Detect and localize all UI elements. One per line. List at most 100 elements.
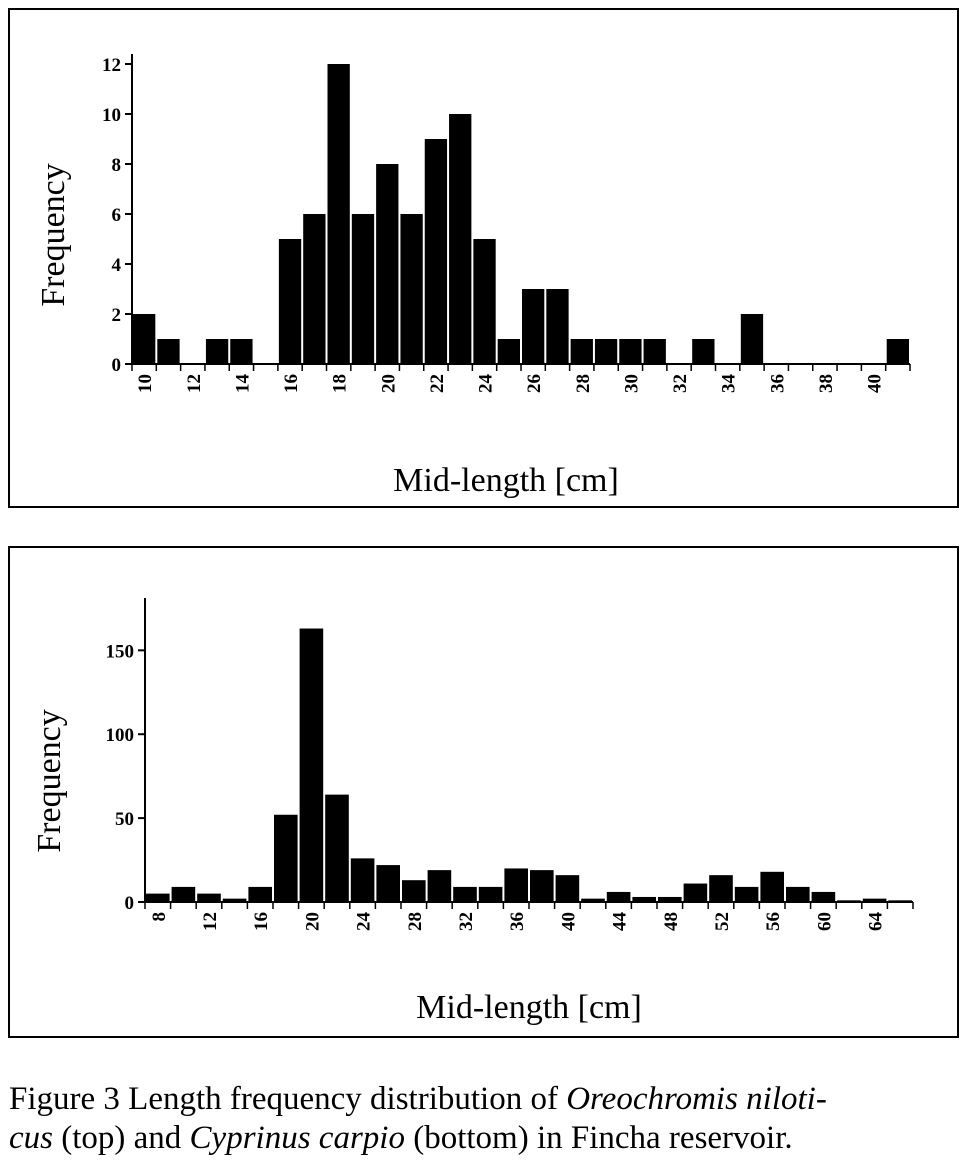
- x-tick-label: 8: [149, 912, 170, 922]
- bar-14: [222, 898, 247, 902]
- bar-32: [453, 886, 477, 902]
- bar-18: [327, 64, 350, 364]
- bar-16: [278, 239, 302, 364]
- bar-29: [594, 339, 618, 364]
- y-tick-label: 0: [112, 355, 122, 376]
- y-tick-label: 50: [115, 809, 134, 830]
- bar-20: [376, 164, 399, 364]
- x-tick-label: 18: [330, 374, 351, 393]
- x-tick-label: 40: [865, 374, 886, 393]
- y-tick-label: 6: [112, 205, 122, 226]
- bar-60: [811, 891, 836, 902]
- caption-species-1-tail: cus: [9, 1120, 53, 1156]
- x-tick-label: 38: [816, 374, 837, 393]
- bar-17: [303, 214, 326, 364]
- bar-52: [709, 875, 733, 902]
- bar-20: [299, 628, 324, 902]
- figure-caption: Figure 3 Length frequency distribution o…: [9, 1080, 959, 1158]
- bar-31: [643, 339, 666, 364]
- x-tick-label: 28: [573, 374, 594, 393]
- bar-26: [522, 289, 545, 364]
- y-tick-label: 2: [112, 305, 122, 326]
- bottom-x-axis-label: Mid-length [cm]: [416, 989, 642, 1026]
- bar-36: [504, 868, 528, 902]
- bar-22: [424, 139, 448, 364]
- bottom-chart-panel: 0 50 100 150 8 12 16 20 24 28 32 36 40 44 48 52 56 60 64 …: [8, 546, 959, 1038]
- x-tick-label: 16: [251, 912, 272, 931]
- bar-48: [658, 896, 682, 902]
- bar-24: [473, 239, 496, 364]
- x-tick-label: 22: [427, 374, 448, 393]
- bar-25: [497, 339, 520, 364]
- y-tick-label: 12: [102, 55, 121, 76]
- x-tick-label: 30: [621, 374, 642, 393]
- x-tick-label: 28: [405, 912, 426, 931]
- x-tick-label: 40: [558, 912, 579, 931]
- x-tick-label: 14: [232, 374, 253, 394]
- top-x-axis-label: Mid-length [cm]: [393, 462, 619, 499]
- x-tick-label: 32: [456, 912, 477, 931]
- caption-species-2: Cyprinus carpio: [189, 1120, 405, 1156]
- bar-46: [632, 896, 656, 902]
- bar-54: [734, 886, 759, 902]
- bar-27: [546, 289, 569, 364]
- x-tick-label: 12: [200, 912, 221, 931]
- y-tick-label: 10: [102, 105, 121, 126]
- top-chart-panel: 0 2 4 6 8 10 12 10 12 14 16 18 20 22 24 26 28 30 32 34 36 38…: [8, 8, 959, 508]
- bar-56: [760, 871, 784, 902]
- bar-12: [197, 893, 221, 902]
- bar-64: [862, 898, 887, 902]
- x-tick-label: 20: [378, 374, 399, 393]
- x-tick-label: 64: [866, 912, 887, 932]
- x-tick-label: 24: [476, 374, 497, 394]
- caption-middle: (top) and: [53, 1120, 190, 1156]
- bar-34: [478, 886, 503, 902]
- bar-14: [230, 339, 253, 364]
- bar-30: [619, 339, 642, 364]
- bar-35: [740, 314, 764, 364]
- caption-species-1: Oreochromis niloti-: [566, 1081, 827, 1117]
- x-tick-label: 10: [135, 374, 156, 393]
- x-tick-label: 36: [767, 374, 788, 393]
- x-tick-label: 36: [507, 912, 528, 931]
- y-tick-label: 150: [106, 641, 135, 662]
- bar-33: [692, 339, 715, 364]
- bar-24: [350, 858, 375, 902]
- bar-13: [205, 339, 229, 364]
- bar-22: [325, 794, 349, 902]
- x-tick-label: 34: [719, 374, 740, 394]
- top-y-axis-label: Frequency: [35, 163, 72, 307]
- x-tick-label: 26: [524, 374, 545, 393]
- caption-suffix: (bottom) in Fincha reservoir.: [404, 1120, 793, 1156]
- bar-38: [530, 870, 554, 902]
- bar-30: [427, 870, 452, 902]
- bar-23: [449, 114, 472, 364]
- x-tick-label: 56: [763, 912, 784, 931]
- bar-18: [274, 814, 298, 902]
- x-tick-label: 20: [302, 912, 323, 931]
- x-tick-label: 32: [670, 374, 691, 393]
- y-tick-label: 0: [125, 893, 135, 914]
- bar-10: [133, 314, 156, 364]
- bar-44: [606, 891, 631, 902]
- bar-40: [555, 875, 580, 902]
- bar-21: [400, 214, 423, 364]
- x-tick-label: 60: [814, 912, 835, 931]
- bar-41: [886, 339, 909, 364]
- x-tick-label: 24: [354, 912, 375, 932]
- bar-50: [683, 883, 708, 902]
- x-tick-label: 52: [712, 912, 733, 931]
- bar-19: [351, 214, 375, 364]
- bottom-y-axis-label: Frequency: [31, 709, 68, 853]
- x-tick-label: 12: [184, 374, 205, 393]
- bar-28: [402, 880, 426, 902]
- bar-28: [570, 339, 593, 364]
- caption-prefix: Figure 3 Length frequency distribution o…: [9, 1081, 567, 1117]
- y-tick-label: 8: [112, 155, 122, 176]
- bar-11: [157, 339, 180, 364]
- bar-42: [581, 898, 605, 902]
- x-tick-label: 48: [661, 912, 682, 931]
- bar-16: [248, 886, 272, 902]
